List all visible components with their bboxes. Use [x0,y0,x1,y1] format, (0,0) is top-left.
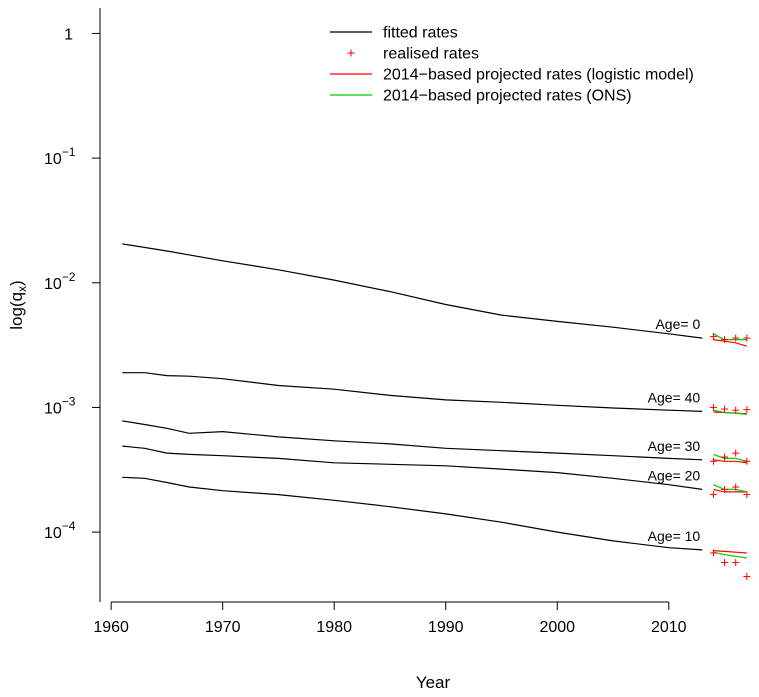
realised-rate-point [743,573,751,581]
ons-projection-line [713,453,747,462]
realised-rate-point [709,457,717,465]
legend-label: realised rates [383,46,479,63]
logistic-projection-line [713,550,747,554]
ons-projection-line [713,484,747,493]
x-tick-label: 1980 [316,619,352,636]
fitted-rate-line [122,372,703,412]
y-ticks: 1 10−1 10−2 10−3 10−4 [44,26,100,542]
realised-rate-point [732,334,740,342]
legend-entry: realised rates [347,46,479,63]
realised-rate-point [743,406,751,414]
fitted-rate-line [122,445,703,490]
realised-rate-point [743,457,751,465]
age-label: Age= 0 [655,316,700,332]
series-age-group: Age= 10 [122,476,751,581]
legend-label: 2014−based projected rates (ONS) [383,88,632,105]
series-age-group: Age= 20 [122,445,751,499]
y-tick-label: 10−4 [44,519,76,542]
realised-rate-point [732,449,740,457]
x-ticks: 1960 1970 1980 1990 2000 2010 [93,602,687,636]
x-tick-label: 2000 [539,619,575,636]
x-tick-label: 2010 [651,619,687,636]
fitted-rate-line [122,243,703,339]
realised-rate-point [732,406,740,414]
legend-entry: 2014−based projected rates (ONS) [330,88,632,105]
realised-rate-point [721,485,729,493]
legend-swatch-plus [347,49,355,57]
realised-rate-point [721,453,729,461]
realised-rate-point [709,333,717,341]
axes: 1960 1970 1980 1990 2000 2010 1 10−1 10−2 10−3 10… [7,8,687,692]
ons-projection-line [713,333,747,341]
realised-rate-point [732,483,740,491]
series-layer: Age= 0 Age= 40 Age= 30 Age= 20 Age= 10 [122,243,751,581]
realised-rate-point [743,334,751,342]
realised-rate-point [709,549,717,557]
realised-rate-point [709,403,717,411]
realised-rate-point [721,405,729,413]
logistic-projection-line [713,488,747,493]
legend-label: fitted rates [383,25,458,42]
x-axis-label: Year [416,673,451,692]
logistic-projection-line [713,339,747,347]
age-label: Age= 20 [648,467,701,483]
fitted-rate-line [122,420,703,461]
x-tick-label: 1990 [428,619,464,636]
logistic-projection-line [713,459,747,464]
realised-rate-point [709,491,717,499]
x-tick-label: 1970 [205,619,241,636]
realised-rate-point [743,491,751,499]
y-axis-label-close: ) [7,280,26,286]
ons-projection-line [713,409,747,415]
y-axis-label-subscript: x [15,286,29,292]
y-tick-label: 1 [64,26,73,43]
age-label: Age= 10 [648,528,701,544]
realised-rate-point [721,336,729,344]
ons-projection-line [713,551,747,559]
legend: fitted rates realised rates 2014−based pro… [330,25,694,105]
realised-rate-point [732,559,740,567]
y-axis-label: log(qx) [7,280,29,329]
series-age-group: Age= 0 [122,243,751,347]
series-age-group: Age= 30 [122,420,751,465]
y-tick-label: 10−1 [44,145,76,168]
y-axis-label-main: log(q [7,292,26,330]
x-tick-label: 1960 [93,619,129,636]
y-tick-label: 10−2 [44,270,76,293]
legend-entry: fitted rates [330,25,458,42]
age-label: Age= 30 [648,438,701,454]
series-age-group: Age= 40 [122,372,751,415]
legend-entry: 2014−based projected rates (logistic mod… [330,67,694,84]
realised-rate-point [721,559,729,567]
fitted-rate-line [122,476,703,551]
legend-label: 2014−based projected rates (logistic mod… [383,67,694,84]
y-tick-label: 10−3 [44,394,76,417]
age-label: Age= 40 [648,389,701,405]
